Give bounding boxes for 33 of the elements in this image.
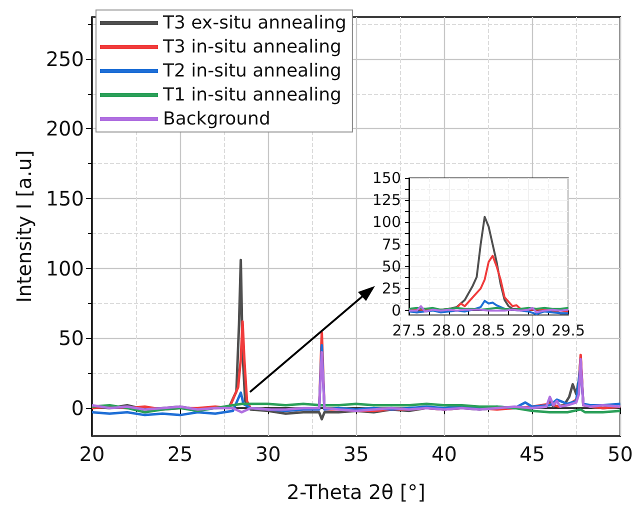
x-tick-label: 29.0	[512, 322, 546, 340]
x-tick-label: 50	[608, 442, 633, 466]
y-tick-label: 150	[372, 169, 401, 187]
x-axis-title: 2-Theta 2θ [°]	[286, 480, 426, 504]
x-tick-label: 28.0	[432, 322, 466, 340]
y-axis-title: Intensity I [a.u]	[12, 150, 36, 303]
y-tick-label: 150	[46, 186, 84, 211]
line-series	[408, 300, 570, 316]
y-tick-label: 100	[372, 213, 401, 232]
x-tick-label: 30	[255, 442, 281, 466]
legend-label: T3 in-situ annealing	[162, 36, 342, 58]
legend-label: T3 ex-situ annealing	[162, 12, 346, 34]
x-tick-label: 28.5	[472, 322, 506, 340]
y-tick-label: 0	[71, 396, 84, 420]
x-tick-label: 35	[343, 442, 369, 466]
y-tick-label: 200	[46, 116, 84, 141]
x-tick-label: 25	[167, 442, 193, 466]
y-tick-label: 75	[382, 235, 401, 254]
legend-label: Background	[163, 108, 270, 130]
legend-label: T2 in-situ annealing	[162, 60, 342, 82]
y-tick-label: 250	[46, 46, 84, 71]
line-series	[408, 305, 570, 314]
y-tick-label: 100	[46, 256, 84, 280]
y-tick-label: 25	[382, 279, 401, 298]
x-tick-label: 29.5	[552, 322, 586, 340]
legend-label: T1 in-situ annealing	[162, 84, 342, 106]
x-tick-label: 45	[520, 442, 545, 466]
x-tick-label: 20	[79, 442, 105, 466]
x-tick-label: 40	[431, 442, 457, 466]
y-tick-label: 0	[391, 302, 401, 320]
x-tick-label: 27.5	[392, 322, 426, 340]
y-tick-label: 50	[382, 257, 401, 276]
y-tick-label: 125	[372, 191, 401, 210]
